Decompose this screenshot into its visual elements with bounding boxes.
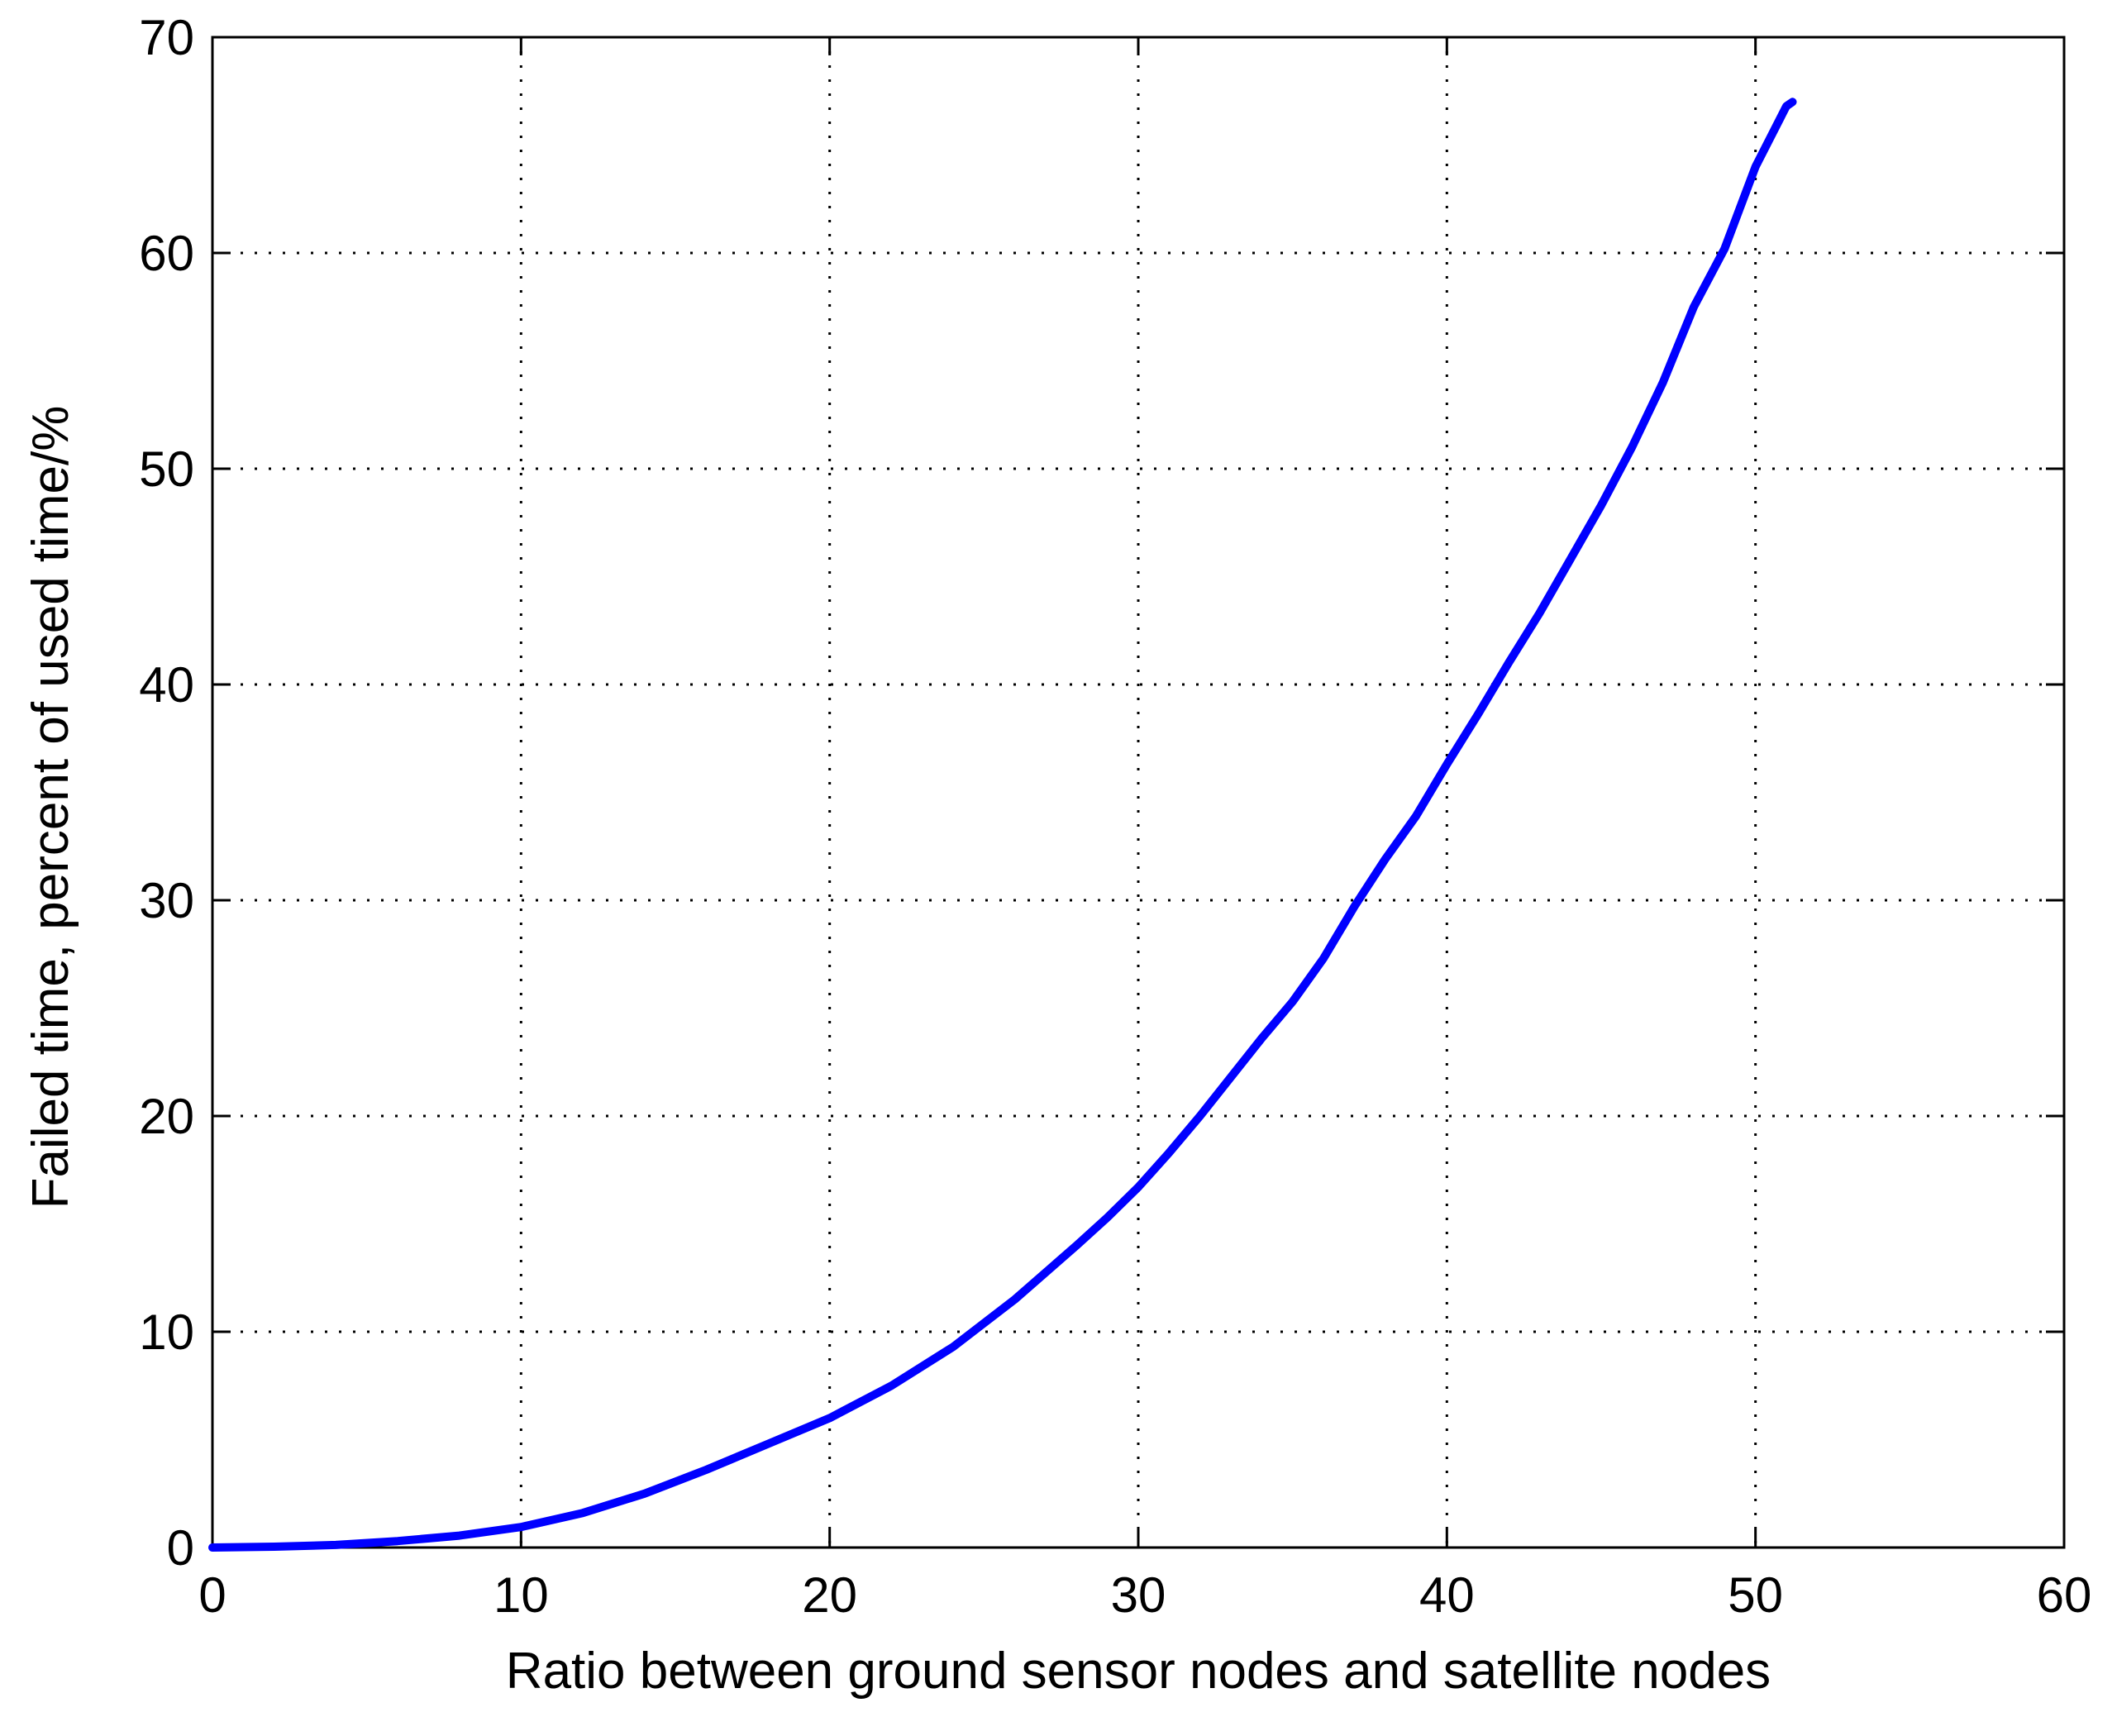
y-tick-label: 20 — [139, 1089, 194, 1144]
x-axis-title: Ratio between ground sensor nodes and sa… — [506, 1643, 1771, 1700]
series-layer — [208, 98, 1797, 1552]
x-tick-label: 20 — [802, 1567, 857, 1623]
x-tick-label: 0 — [198, 1567, 226, 1623]
y-tick-label: 10 — [139, 1304, 194, 1360]
y-tick-label: 50 — [139, 441, 194, 497]
x-tick-label: 40 — [1419, 1567, 1475, 1623]
y-tick-label: 70 — [139, 10, 194, 65]
y-tick-label: 0 — [167, 1520, 194, 1576]
x-tick-label: 60 — [2037, 1567, 2092, 1623]
ticks-layer: 0 10 20 30 40 50 60 0 10 20 30 40 50 60 70 — [139, 10, 2091, 1623]
x-tick-label: 30 — [1111, 1567, 1166, 1623]
y-axis-title: Failed time, percent of used time/% — [22, 406, 79, 1209]
grid-layer — [212, 37, 2064, 1548]
y-tick-label: 30 — [139, 873, 194, 928]
y-tick-label: 60 — [139, 226, 194, 281]
x-tick-label: 50 — [1728, 1567, 1783, 1623]
x-tick-label: 10 — [493, 1567, 549, 1623]
y-tick-label: 40 — [139, 657, 194, 713]
series-line-0 — [208, 98, 1797, 1552]
